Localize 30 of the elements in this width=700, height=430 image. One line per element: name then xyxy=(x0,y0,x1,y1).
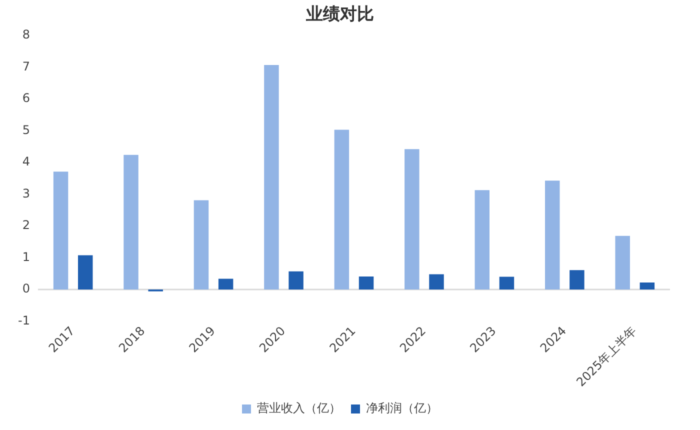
y-tick-label: 6 xyxy=(22,91,30,106)
y-tick-label: 4 xyxy=(22,154,30,169)
bar xyxy=(404,149,420,290)
bar xyxy=(358,276,374,290)
bar xyxy=(78,255,93,290)
legend-label: 营业收入（亿） xyxy=(257,401,341,416)
y-tick-label: 3 xyxy=(22,186,30,200)
bar xyxy=(53,172,68,290)
y-tick-label: 1 xyxy=(22,250,30,264)
y-tick-label: 5 xyxy=(22,122,30,137)
bar xyxy=(218,278,234,290)
bar xyxy=(194,200,209,290)
y-tick-label: 8 xyxy=(22,28,30,42)
y-tick-label: 2 xyxy=(22,218,30,232)
y-tick-label: 7 xyxy=(22,59,30,74)
y-tick-label: 0 xyxy=(22,282,30,296)
bar xyxy=(615,236,630,290)
bar xyxy=(264,64,279,290)
bar xyxy=(544,180,560,290)
legend-label: 净利润（亿） xyxy=(366,401,438,416)
bar xyxy=(334,130,350,290)
chart-title: 业绩对比 xyxy=(305,4,374,25)
bar xyxy=(288,271,304,290)
bar xyxy=(499,276,514,290)
y-tick-label: -1 xyxy=(18,313,30,328)
bar xyxy=(474,190,490,290)
bar xyxy=(124,154,138,290)
bar xyxy=(640,282,655,290)
bar xyxy=(570,270,584,290)
bar xyxy=(429,274,444,290)
